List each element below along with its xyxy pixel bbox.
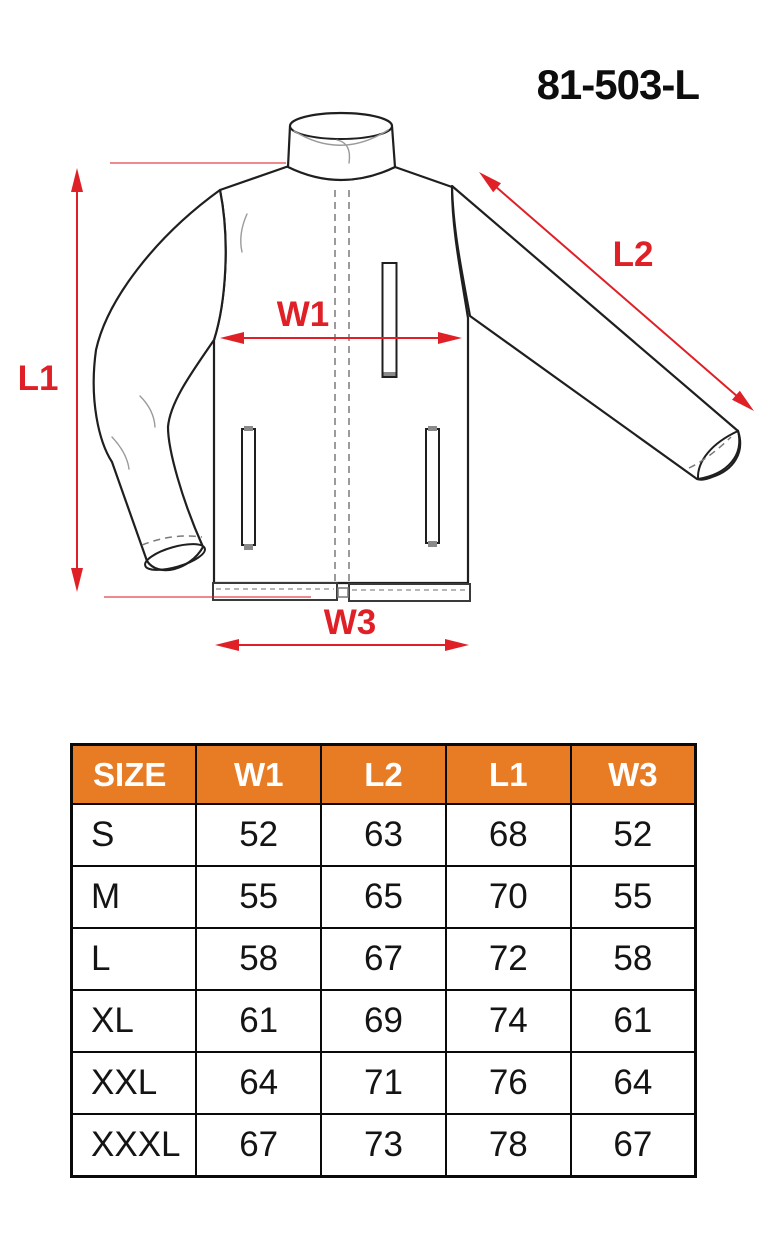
left-sleeve [92, 188, 227, 572]
dimension-arrow-l1 [71, 168, 83, 592]
header-cell-w3: W3 [569, 743, 697, 805]
table-row-s: S 52 63 68 52 [70, 803, 697, 867]
right-pocket [425, 426, 440, 547]
dimension-label-l1: L1 [18, 359, 59, 398]
table-row-xxxl: XXXL 67 73 78 67 [70, 1113, 697, 1178]
right-cuff-stitch [688, 436, 732, 469]
header-cell-l1: L1 [444, 743, 572, 805]
chest-pocket [381, 262, 398, 378]
right-sleeve [450, 184, 742, 481]
size-label: L [70, 927, 198, 991]
collar [286, 111, 397, 181]
table-cell: 61 [195, 989, 323, 1053]
size-label: XL [70, 989, 198, 1053]
size-label: XXL [70, 1051, 198, 1115]
table-cell: 67 [195, 1113, 323, 1178]
table-row-xl: XL 61 69 74 61 [70, 989, 697, 1053]
table-cell: 76 [444, 1051, 572, 1115]
hem-band [212, 582, 471, 602]
dimension-arrow-w3 [215, 639, 469, 651]
dimension-arrow-w1 [220, 332, 462, 344]
left-pocket [241, 426, 256, 550]
dimension-label-l2: L2 [613, 235, 654, 274]
header-cell-l2: L2 [320, 743, 447, 805]
table-cell: 74 [444, 989, 572, 1053]
dimension-arrow-l2 [479, 172, 754, 411]
table-row-m: M 55 65 70 55 [70, 865, 697, 929]
table-cell: 67 [569, 1113, 697, 1178]
dimension-label-w1: W1 [277, 295, 330, 334]
dimension-label-w3: W3 [324, 603, 377, 642]
collar-inner-curve [293, 129, 389, 146]
sleeve-crease-elbow [111, 436, 130, 470]
table-cell: 70 [444, 865, 572, 929]
table-cell: 61 [569, 989, 697, 1053]
table-cell: 52 [195, 803, 323, 867]
table-cell: 52 [569, 803, 697, 867]
table-cell: 71 [320, 1051, 447, 1115]
collar-seam [336, 139, 351, 164]
left-cuff-opening [144, 543, 206, 571]
table-cell: 63 [320, 803, 447, 867]
sleeve-crease-upper [139, 395, 156, 428]
table-cell: 68 [444, 803, 572, 867]
jacket-technical-drawing: L1 W1 L2 W3 [18, 111, 754, 651]
jacket-outline [92, 111, 742, 602]
zipper [334, 190, 350, 583]
left-cuff-stitch [141, 535, 203, 546]
table-cell: 58 [195, 927, 323, 991]
table-row-xxl: XXL 64 71 76 64 [70, 1051, 697, 1115]
table-cell: 64 [569, 1051, 697, 1115]
table-cell: 69 [320, 989, 447, 1053]
table-row-l: L 58 67 72 58 [70, 927, 697, 991]
dimension-annotations: L1 W1 L2 W3 [18, 162, 754, 651]
product-code: 81-503-L [536, 61, 700, 108]
table-cell: 67 [320, 927, 447, 991]
size-label: M [70, 865, 198, 929]
size-label: S [70, 803, 198, 867]
table-cell: 58 [569, 927, 697, 991]
table-cell: 64 [195, 1051, 323, 1115]
table-cell: 55 [195, 865, 323, 929]
size-table-header-row: SIZE W1 L2 L1 W3 [70, 743, 697, 805]
header-cell-w1: W1 [195, 743, 323, 805]
shoulder-crease [240, 213, 248, 253]
table-cell: 72 [444, 927, 572, 991]
size-table: SIZE W1 L2 L1 W3 S 52 63 68 52 M 55 65 7… [70, 743, 697, 1178]
header-cell-size: SIZE [70, 743, 198, 805]
table-cell: 78 [444, 1113, 572, 1178]
table-cell: 55 [569, 865, 697, 929]
table-cell: 65 [320, 865, 447, 929]
table-cell: 73 [320, 1113, 447, 1178]
size-label: XXXL [70, 1113, 198, 1178]
right-cuff-opening [696, 429, 741, 481]
